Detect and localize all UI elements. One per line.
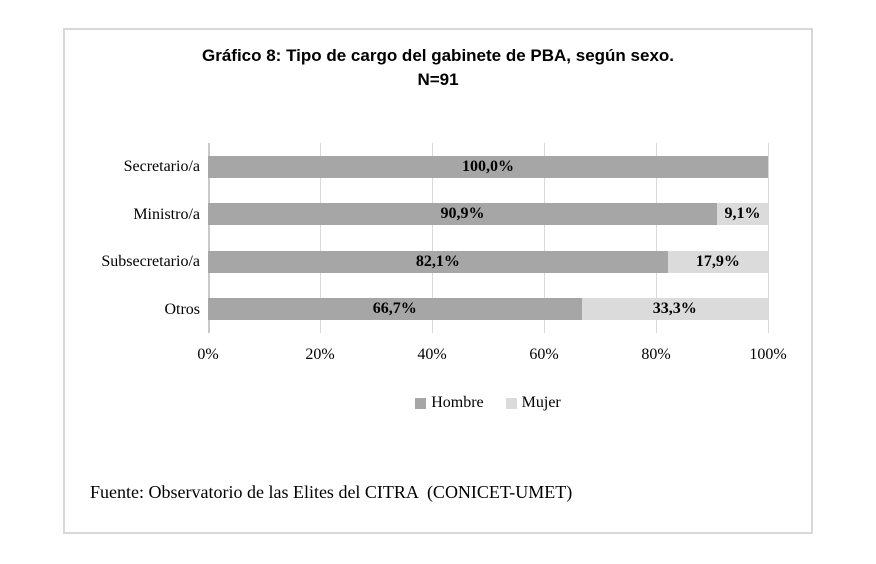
x-tick-label: 0% (197, 346, 219, 363)
gridline (543, 143, 545, 333)
x-axis-ticks: 0% 20% 40% 60% 80% 100% (197, 346, 786, 368)
data-label: 100,0% (462, 157, 514, 175)
category-label: Subsecretario/a (101, 253, 200, 270)
data-label: 17,9% (695, 252, 740, 270)
chart-figure: Gráfico 8: Tipo de cargo del gabinete de… (63, 28, 813, 534)
category-label: Secretario/a (123, 158, 200, 175)
legend-item-hombre: Hombre (415, 394, 484, 412)
chart-title-line2: N=91 (417, 70, 459, 89)
x-tick-label: 80% (641, 346, 671, 363)
bar-row: 90,9% 9,1% (208, 203, 768, 226)
gridline (319, 143, 321, 333)
x-tick-label: 40% (417, 346, 447, 363)
legend-item-mujer: Mujer (505, 394, 561, 412)
plot-area: 100,0% 90,9% 9,1% 82,1% 17,9% 66,7% 33,3% (208, 143, 769, 333)
data-label: 66,7% (372, 300, 417, 318)
legend: Hombre Mujer (208, 394, 768, 412)
x-tick-label: 100% (749, 346, 787, 363)
bar-segment-hombre: 66,7% (208, 298, 582, 321)
legend-swatch-hombre (415, 397, 427, 409)
gridline (767, 143, 769, 333)
category-label: Ministro/a (133, 205, 200, 223)
y-axis-line (208, 143, 210, 333)
bar-segment-hombre: 100,0% (208, 155, 768, 178)
data-label: 33,3% (652, 300, 697, 318)
bar-segment-hombre: 82,1% (208, 250, 668, 273)
bar-segment-mujer: 9,1% (717, 203, 768, 226)
data-label: 82,1% (415, 252, 460, 270)
chart-title: Gráfico 8: Tipo de cargo del gabinete de… (65, 44, 811, 92)
legend-label: Hombre (431, 394, 484, 411)
category-axis: Secretario/a Ministro/a Subsecretario/a Otr… (65, 143, 200, 333)
bar-segment-mujer: 33,3% (581, 298, 768, 321)
legend-label: Mujer (521, 394, 561, 411)
category-label: Otros (164, 300, 200, 318)
legend-swatch-mujer (505, 397, 517, 409)
gridline (655, 143, 657, 333)
bar-row: 66,7% 33,3% (208, 298, 768, 321)
data-label: 9,1% (724, 205, 761, 223)
bar-row: 100,0% (208, 155, 768, 178)
chart-title-line1: Gráfico 8: Tipo de cargo del gabinete de… (201, 46, 674, 65)
gridline (431, 143, 433, 333)
bar-row: 82,1% 17,9% (208, 250, 768, 273)
source-note: Fuente: Observatorio de las Elites del C… (90, 482, 573, 502)
bar-segment-hombre: 90,9% (208, 203, 718, 226)
x-tick-label: 20% (305, 346, 335, 363)
x-tick-label: 60% (529, 346, 559, 363)
data-label: 90,9% (440, 205, 485, 223)
bar-segment-mujer: 17,9% (667, 250, 768, 273)
